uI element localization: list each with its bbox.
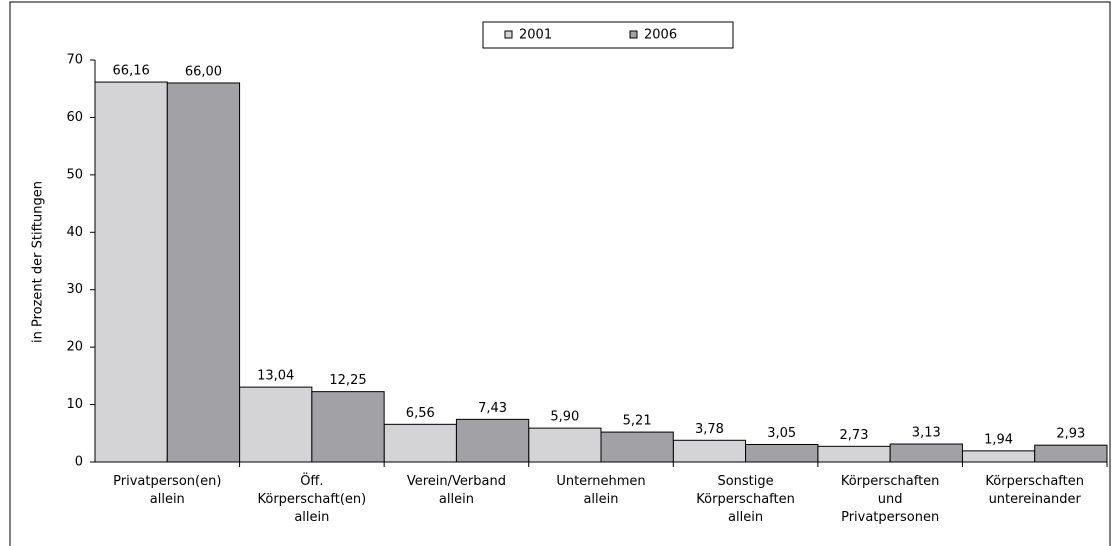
x-tick-label-line: Privatperson(en) (113, 474, 221, 489)
bar (383, 423, 457, 463)
x-tick-label-line: allein (439, 492, 474, 507)
frame (9, 1, 1111, 546)
data-label: 5,21 (623, 414, 652, 429)
legend-swatch (629, 30, 638, 39)
data-label: 5,90 (550, 410, 579, 425)
data-label: 6,56 (406, 406, 435, 421)
data-label: 3,78 (695, 422, 724, 437)
x-tick-label-line: allein (728, 510, 763, 525)
data-label: 2,93 (1056, 427, 1085, 442)
x-tick-label: Körperschaften und Privatpersonen (841, 474, 940, 525)
bar (311, 391, 385, 463)
data-label: 13,04 (257, 369, 294, 384)
bar (889, 443, 963, 463)
x-tick-label: Verein/Verband allein (407, 474, 506, 507)
y-tick-label: 0 (75, 455, 83, 470)
bar (94, 81, 168, 463)
y-tick-label: 20 (66, 340, 83, 355)
bar (528, 427, 602, 463)
data-label: 3,05 (767, 426, 796, 441)
data-label: 3,13 (912, 426, 941, 441)
data-label: 66,16 (113, 64, 150, 79)
y-tick-label: 50 (66, 167, 83, 182)
x-tick-label-line: Körperschaften (985, 474, 1084, 489)
x-tick-label-line: Körperschaften (841, 474, 940, 489)
x-tick-label-line: Körperschaften (696, 492, 795, 507)
data-label: 7,43 (478, 401, 507, 416)
data-label: 2,73 (840, 428, 869, 443)
x-tick-label-line: allein (294, 510, 329, 525)
bar (166, 82, 241, 463)
y-tick-label: 30 (66, 282, 83, 297)
x-tick-label-line: Körperschaft(en) (257, 492, 366, 507)
data-label: 12,25 (329, 373, 366, 388)
bar (745, 443, 819, 463)
legend-box (482, 21, 734, 49)
bar (817, 445, 891, 463)
x-tick-label-line: Verein/Verband (407, 474, 506, 489)
bar (961, 450, 1036, 463)
bar (1034, 444, 1108, 463)
x-tick-label-line: Privatpersonen (841, 510, 939, 525)
bar (455, 418, 530, 463)
x-tick-label-line: allein (150, 492, 185, 507)
x-tick-label-line: Öff. (300, 472, 323, 489)
y-tick-label: 40 (66, 225, 83, 240)
x-tick-label-line: untereinander (989, 492, 1082, 507)
x-tick-label-line: und (878, 492, 903, 507)
data-label: 1,94 (984, 432, 1013, 447)
legend-label: 2006 (644, 28, 677, 43)
bar (672, 439, 747, 463)
bar (239, 386, 313, 463)
bar (600, 431, 674, 463)
y-tick-label: 10 (66, 397, 83, 412)
y-axis-label: in Prozent der Stiftungen (31, 181, 46, 343)
x-tick-label-line: Sonstige (717, 474, 773, 489)
y-tick-label: 70 (66, 53, 83, 68)
x-tick-label: Öff. Körperschaft(en) allein (257, 472, 366, 525)
x-tick-label: Sonstige Körperschaften allein (696, 474, 795, 525)
data-label: 66,00 (185, 64, 222, 79)
legend-swatch (504, 30, 513, 39)
x-tick-label: Körperschaften untereinander (985, 474, 1084, 507)
y-tick-label: 60 (66, 110, 83, 125)
x-tick-label: Privatperson(en) allein (113, 474, 221, 507)
x-tick-label-line: Unternehmen (556, 474, 645, 489)
x-tick-label-line: allein (583, 492, 618, 507)
x-tick-label: Unternehmen allein (556, 474, 645, 507)
legend-label: 2001 (519, 28, 552, 43)
